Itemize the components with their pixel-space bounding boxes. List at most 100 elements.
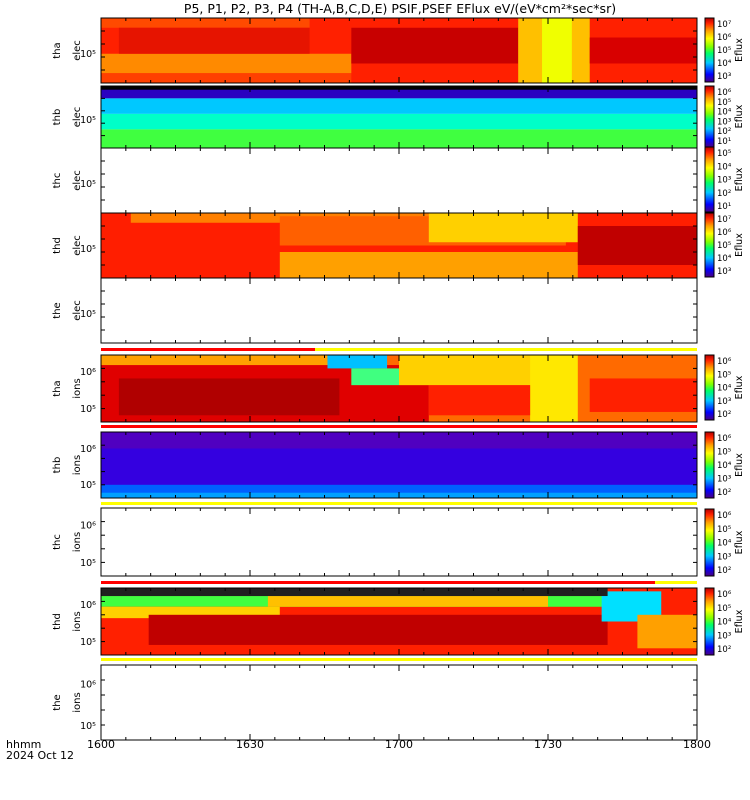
colorbar-tick-label: 10¹ <box>717 137 731 147</box>
colorbar-tick-label: 10⁷ <box>717 20 732 30</box>
colorbar-tick-label: 10⁶ <box>717 434 732 444</box>
colorbar-tick-label: 10⁵ <box>717 46 731 56</box>
status-bar-red <box>101 425 697 428</box>
heatmap-cell <box>351 368 399 386</box>
colorbar <box>704 85 715 148</box>
panel-label-species: elec <box>72 170 83 191</box>
panel-label-probe: thd <box>52 237 63 254</box>
heatmap-cell <box>118 27 310 54</box>
heatmap-cell <box>327 355 388 369</box>
heatmap-cell <box>399 355 548 386</box>
status-bar-yellow <box>101 502 697 505</box>
colorbar-tick-label: 10² <box>717 566 731 576</box>
y-tick-label-bottom: 10⁵ <box>80 721 96 732</box>
colorbar-tick-label: 10⁴ <box>717 461 732 471</box>
colorbar-title: Eflux <box>734 530 745 554</box>
colorbar-tick-label: 10³ <box>717 176 731 186</box>
heatmap-cell <box>101 53 352 74</box>
y-tick-label-top: 10⁶ <box>80 520 96 531</box>
status-bar-yellow <box>101 658 697 661</box>
heatmap-cell <box>148 614 608 645</box>
x-tick-label: 1700 <box>385 738 413 751</box>
colorbar-tick-label: 10⁶ <box>717 357 732 367</box>
colorbar-tick-label: 10⁵ <box>717 525 731 535</box>
panel-label-species: elec <box>72 235 83 256</box>
panel-background <box>101 278 697 343</box>
heatmap-cell <box>351 27 519 64</box>
heatmap-cell <box>530 355 578 422</box>
colorbar-title: Eflux <box>734 104 745 128</box>
colorbar-tick-label: 10⁶ <box>717 88 732 98</box>
heatmap-cell <box>279 252 578 278</box>
panel-label-probe: tha <box>52 380 63 396</box>
panel-label-species: ions <box>72 611 83 631</box>
x-tick-label: 1730 <box>534 738 562 751</box>
panel-label-probe: thb <box>52 457 63 474</box>
y-tick-label-top: 10⁶ <box>80 444 96 455</box>
colorbar-tick-label: 10² <box>717 127 731 137</box>
heatmap-cell <box>589 378 697 412</box>
heatmap-cell <box>101 18 310 28</box>
panel-label-probe: thc <box>52 534 63 550</box>
colorbar-tick-label: 10² <box>717 488 731 498</box>
colorbar <box>704 146 715 213</box>
y-tick-label-bottom: 10⁵ <box>80 480 96 491</box>
colorbar <box>704 587 715 656</box>
colorbar-tick-label: 10⁴ <box>717 108 732 118</box>
panel-label-probe: thd <box>52 613 63 630</box>
colorbar-tick-label: 10¹ <box>717 202 731 212</box>
y-tick-label-top: 10⁶ <box>80 367 96 378</box>
y-tick-label-bottom: 10⁵ <box>80 558 96 569</box>
status-bar-red <box>101 581 655 584</box>
panel-background <box>101 148 697 213</box>
figure-title: P5, P1, P2, P3, P4 (TH-A,B,C,D,E) PSIF,P… <box>184 1 616 16</box>
colorbar-title: Eflux <box>734 453 745 477</box>
y-tick-label-bottom: 10⁵ <box>80 637 96 648</box>
panel-label-probe: thb <box>52 109 63 126</box>
colorbar-title: Eflux <box>734 233 745 257</box>
colorbar-tick-label: 10⁵ <box>717 370 731 380</box>
x-axis-date-label: 2024 Oct 12 <box>6 749 74 762</box>
colorbar-tick-label: 10⁶ <box>717 511 732 521</box>
colorbar-tick-label: 10⁴ <box>717 618 732 628</box>
status-bar-yellow <box>101 348 697 351</box>
panel-label-probe: the <box>52 694 63 710</box>
colorbar-tick-label: 10³ <box>717 475 731 485</box>
colorbar-tick-label: 10⁴ <box>717 384 732 394</box>
panel-label-species: ions <box>72 692 83 712</box>
colorbar-tick-label: 10³ <box>717 397 731 407</box>
y-tick-label: 10⁵ <box>80 179 96 190</box>
colorbar-tick-label: 10² <box>717 645 731 655</box>
panel-background <box>101 665 697 740</box>
panel-label-species: elec <box>72 300 83 321</box>
heatmap-cell <box>637 614 697 649</box>
heatmap-cell <box>542 18 572 83</box>
x-axis-unit-label: hhmm <box>6 738 41 751</box>
colorbar-tick-label: 10⁵ <box>717 604 731 614</box>
colorbar-tick-label: 10³ <box>717 631 731 641</box>
colorbar-tick-label: 10² <box>717 410 731 420</box>
colorbar-tick-label: 10³ <box>717 552 731 562</box>
heatmap-cell <box>101 113 697 130</box>
panel-label-species: elec <box>72 40 83 61</box>
colorbar-title: Eflux <box>734 609 745 633</box>
colorbar-tick-label: 10³ <box>717 267 731 277</box>
colorbar-tick-label: 10³ <box>717 117 731 127</box>
colorbar-title: Eflux <box>734 38 745 62</box>
panel-label-probe: tha <box>52 42 63 58</box>
heatmap-cell <box>101 606 280 619</box>
y-tick-label-top: 10⁶ <box>80 680 96 691</box>
heatmap-cell <box>101 355 328 366</box>
panel-label-probe: the <box>52 302 63 318</box>
y-tick-label: 10⁵ <box>80 309 96 320</box>
colorbar-tick-label: 10⁴ <box>717 254 732 264</box>
colorbar-tick-label: 10⁴ <box>717 162 732 172</box>
y-tick-label-top: 10⁶ <box>80 600 96 611</box>
heatmap-cell <box>101 98 697 114</box>
colorbar-tick-label: 10³ <box>717 72 731 82</box>
